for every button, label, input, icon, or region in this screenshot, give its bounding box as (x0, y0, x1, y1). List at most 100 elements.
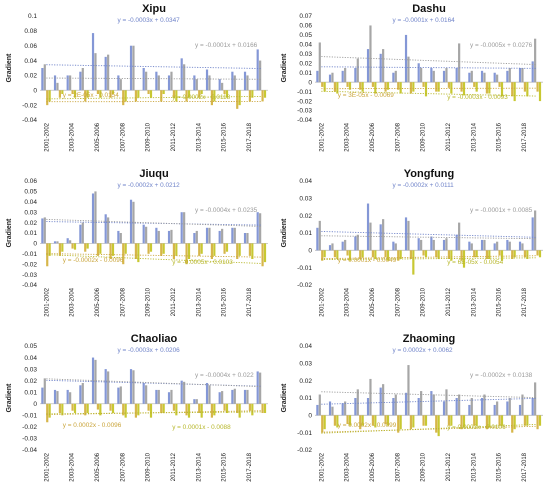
bar (122, 403, 125, 416)
bar (157, 75, 160, 91)
y-axis-title: Gradient (6, 383, 13, 412)
bar (430, 68, 433, 83)
panel-xipu: Xipu -0.04 -0.02 0 0.02 0.04 0.06 0.08 0.1 Gradie… (0, 0, 275, 165)
x-tick-label: 2001-2002 (319, 122, 325, 151)
bar (321, 250, 324, 261)
bar (263, 243, 267, 263)
bar (424, 82, 428, 97)
bar (132, 45, 135, 91)
bar (483, 394, 486, 416)
chart-xipu: Xipu -0.04 -0.02 0 0.02 0.04 0.06 0.08 0.1 Gradie… (6, 3, 268, 152)
bar (56, 391, 59, 404)
bar (221, 391, 224, 404)
bar (172, 90, 175, 98)
bar (359, 415, 362, 430)
x-tick-label: 2003-2004 (345, 452, 351, 481)
x-tick-label: 2011-2012 (171, 287, 177, 316)
bar (160, 90, 163, 102)
bar (480, 398, 484, 416)
bar (256, 49, 259, 91)
x-tick-label: 2017-2018 (247, 122, 253, 151)
bar (435, 82, 438, 92)
bar (412, 250, 415, 275)
trend-line (321, 255, 537, 260)
y-tick-label: 0 (33, 401, 37, 408)
bar (81, 68, 84, 91)
bar (261, 90, 264, 102)
bar (236, 403, 239, 414)
bar (170, 71, 173, 91)
bar (348, 82, 352, 90)
bar (122, 90, 125, 106)
bar (41, 218, 44, 244)
bar (460, 82, 463, 92)
bar (394, 70, 397, 83)
bar (493, 72, 496, 83)
bar (208, 75, 211, 91)
bar (518, 68, 522, 83)
bar (43, 378, 46, 404)
bar (488, 250, 491, 259)
bar (468, 241, 471, 251)
y-axis-title: Gradient (6, 53, 13, 82)
bar (66, 75, 69, 91)
bar (107, 54, 110, 91)
bar (205, 382, 209, 404)
bar (61, 403, 64, 416)
bar (473, 250, 476, 258)
bar (149, 90, 153, 98)
x-tick-label: 2013-2014 (196, 122, 202, 151)
bar (198, 403, 201, 414)
bar (447, 82, 450, 88)
bar (356, 58, 359, 83)
x-tick-label: 2015-2016 (497, 287, 503, 316)
bar (354, 68, 357, 83)
bar (185, 90, 188, 102)
bar (238, 243, 241, 256)
bar (218, 79, 221, 91)
bar (48, 243, 51, 256)
y-tick-label: -0.04 (297, 117, 312, 124)
y-tick-label: 0.05 (24, 343, 37, 350)
bar (109, 90, 112, 98)
bar (221, 228, 224, 244)
bar (523, 250, 526, 258)
chart-title: Xipu (142, 3, 166, 15)
y-tick-label: 0.06 (24, 43, 37, 50)
bar (369, 222, 372, 251)
bar (48, 403, 51, 418)
bar (318, 42, 321, 83)
equation-label: y = -0.0001x + 0.0085 (470, 207, 533, 214)
bar (58, 243, 61, 256)
bar (462, 415, 466, 428)
bar (331, 72, 334, 83)
bar (162, 90, 165, 94)
y-tick-label: -0.03 (22, 272, 37, 279)
x-tick-label: 2011-2012 (446, 452, 452, 481)
chart-dashu: Dashu -0.04 -0.03 -0.02 -0.01 0 0.01 0.02 0.03 0.… (281, 3, 543, 152)
chart-title: Dashu (412, 3, 446, 15)
bar (316, 227, 319, 251)
bar (43, 64, 46, 91)
y-tick-label: -0.02 (297, 282, 312, 289)
bar (162, 243, 165, 254)
bar (371, 415, 374, 426)
y-tick-label: -0.02 (22, 261, 37, 268)
chart-yongfung: Yongfung -0.02 -0.01 0 0.01 0.02 0.03 0.04 Gradi… (281, 168, 543, 317)
bar (84, 403, 87, 416)
y-tick-label: -0.03 (297, 108, 312, 115)
panel-chaoliao: Chaoliao -0.04 -0.03 -0.02 -0.01 0 0.01 0.02 0.0… (0, 330, 275, 495)
bar (246, 389, 249, 404)
bar (331, 243, 334, 251)
y-tick-label: 0.01 (299, 395, 312, 402)
bar (137, 243, 140, 263)
bar (526, 250, 529, 259)
bar (71, 243, 74, 249)
y-tick-label: 0.1 (28, 13, 37, 20)
bar (129, 199, 133, 244)
bar (104, 369, 107, 404)
bar (437, 415, 440, 437)
y-tick-label: -0.02 (297, 447, 312, 454)
bar (513, 250, 516, 258)
